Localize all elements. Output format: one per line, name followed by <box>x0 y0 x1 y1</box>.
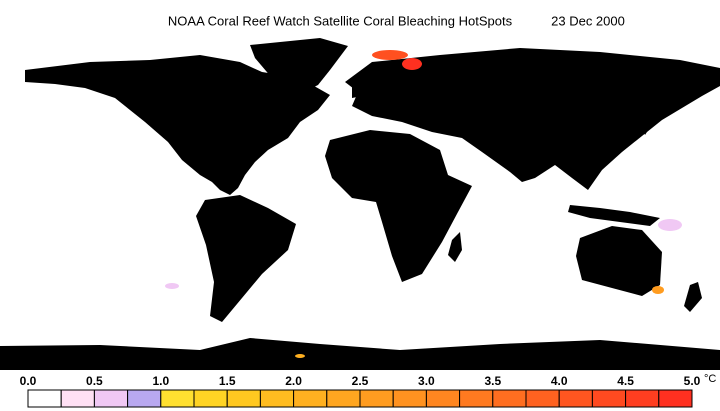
colorbar-bin <box>492 389 527 408</box>
eurasia <box>345 48 720 190</box>
africa <box>325 130 472 282</box>
colorbar-bin <box>558 389 593 408</box>
colorbar-unit: °C <box>704 373 716 385</box>
colorbar-bin <box>93 389 129 408</box>
colorbar-tick-label: 0.5 <box>86 374 103 388</box>
title: NOAA Coral Reef Watch Satellite Coral Bl… <box>168 13 513 28</box>
colorbar: 0.0 0.5 1.0 1.5 2.0 2.5 3.0 3.5 4.0 4.5 5.0 °C <box>20 373 716 408</box>
colorbar-tick-label: 1.0 <box>152 374 169 388</box>
indonesia <box>568 205 660 226</box>
colorbar-tick-label: 2.5 <box>352 374 369 388</box>
australia <box>576 226 662 296</box>
colorbar-bin <box>658 389 693 408</box>
world-map <box>0 38 720 370</box>
colorbar-tick-label: 0.0 <box>20 374 37 388</box>
colorbar-tick-label: 1.5 <box>219 374 236 388</box>
greenland <box>250 38 348 98</box>
colorbar-tick-label: 3.0 <box>418 374 435 388</box>
colorbar-bin <box>591 389 627 408</box>
hotspot-patch <box>372 50 408 60</box>
colorbar-tick-label: 5.0 <box>684 374 701 388</box>
colorbar-tick-label: 3.5 <box>484 374 501 388</box>
colorbar-bin <box>625 389 660 408</box>
colorbar-bin <box>425 389 461 408</box>
hotspot-patch <box>652 286 664 294</box>
colorbar-bin <box>160 389 195 408</box>
madagascar <box>448 232 462 262</box>
hotspot-patch <box>402 58 422 70</box>
colorbar-bin <box>127 389 162 408</box>
colorbar-bin <box>60 389 95 408</box>
colorbar-tick-label: 4.5 <box>617 374 634 388</box>
antarctica <box>0 338 720 370</box>
japan <box>640 110 656 135</box>
colorbar-bin <box>193 389 228 408</box>
north-america <box>25 55 330 195</box>
new-zealand <box>684 282 702 312</box>
colorbar-bin <box>27 389 62 408</box>
colorbar-bin <box>293 389 328 408</box>
colorbar-bin <box>525 389 560 408</box>
colorbar-bin <box>259 389 295 408</box>
south-america <box>196 195 296 322</box>
date: 23 Dec 2000 <box>551 13 625 28</box>
colorbar-tick-label: 2.0 <box>285 374 302 388</box>
colorbar-bin <box>326 389 361 408</box>
hotspot-patch <box>658 219 682 231</box>
colorbar-bin <box>459 389 494 408</box>
colorbar-bin <box>226 389 261 408</box>
hotspot-patch <box>165 283 179 289</box>
hotspot-patch <box>295 354 305 358</box>
britain <box>352 80 362 98</box>
colorbar-tick-label: 4.0 <box>551 374 568 388</box>
colorbar-bin <box>392 389 427 408</box>
colorbar-bin <box>359 389 394 408</box>
